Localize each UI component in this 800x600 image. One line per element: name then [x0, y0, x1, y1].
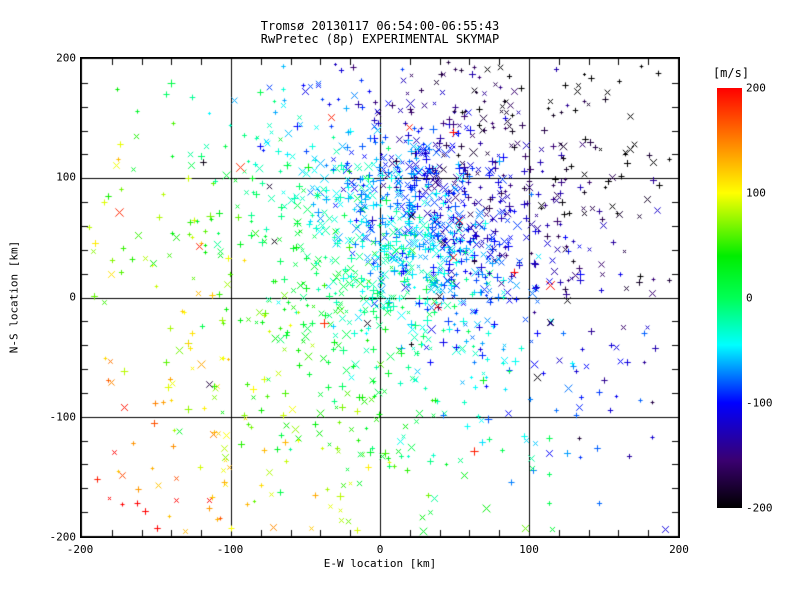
x-tick-label: 100 — [519, 543, 539, 556]
colorbar-tick-label: 0 — [746, 291, 753, 305]
y-tick-label: 200 — [56, 51, 76, 65]
colorbar-tick-label: 200 — [746, 81, 766, 95]
colorbar-tick-label: -100 — [746, 396, 773, 410]
y-tick-label: 100 — [56, 170, 76, 184]
y-tick-label: -100 — [49, 410, 77, 424]
skymap-scatter-canvas — [80, 57, 680, 538]
x-tick-label: 200 — [669, 543, 689, 556]
plot-title-line2: RwPretec (8p) EXPERIMENTAL SKYMAP — [260, 32, 500, 46]
x-tick-label: 0 — [376, 543, 384, 556]
velocity-colorbar — [717, 88, 742, 508]
y-tick-label: 0 — [69, 290, 76, 304]
x-tick-label: -200 — [66, 543, 94, 556]
x-tick-label: -100 — [216, 543, 244, 556]
y-tick-label: -200 — [49, 530, 77, 544]
colorbar-unit-label: [m/s] — [712, 66, 750, 80]
colorbar-tick-label: -200 — [746, 501, 773, 515]
plot-title-line1: Tromsø 20130117 06:54:00-06:55:43 — [260, 19, 500, 33]
colorbar-tick-label: 100 — [746, 186, 766, 200]
y-axis-label: N-S location [km] — [7, 240, 21, 354]
x-axis-label: E-W location [km] — [323, 557, 437, 570]
